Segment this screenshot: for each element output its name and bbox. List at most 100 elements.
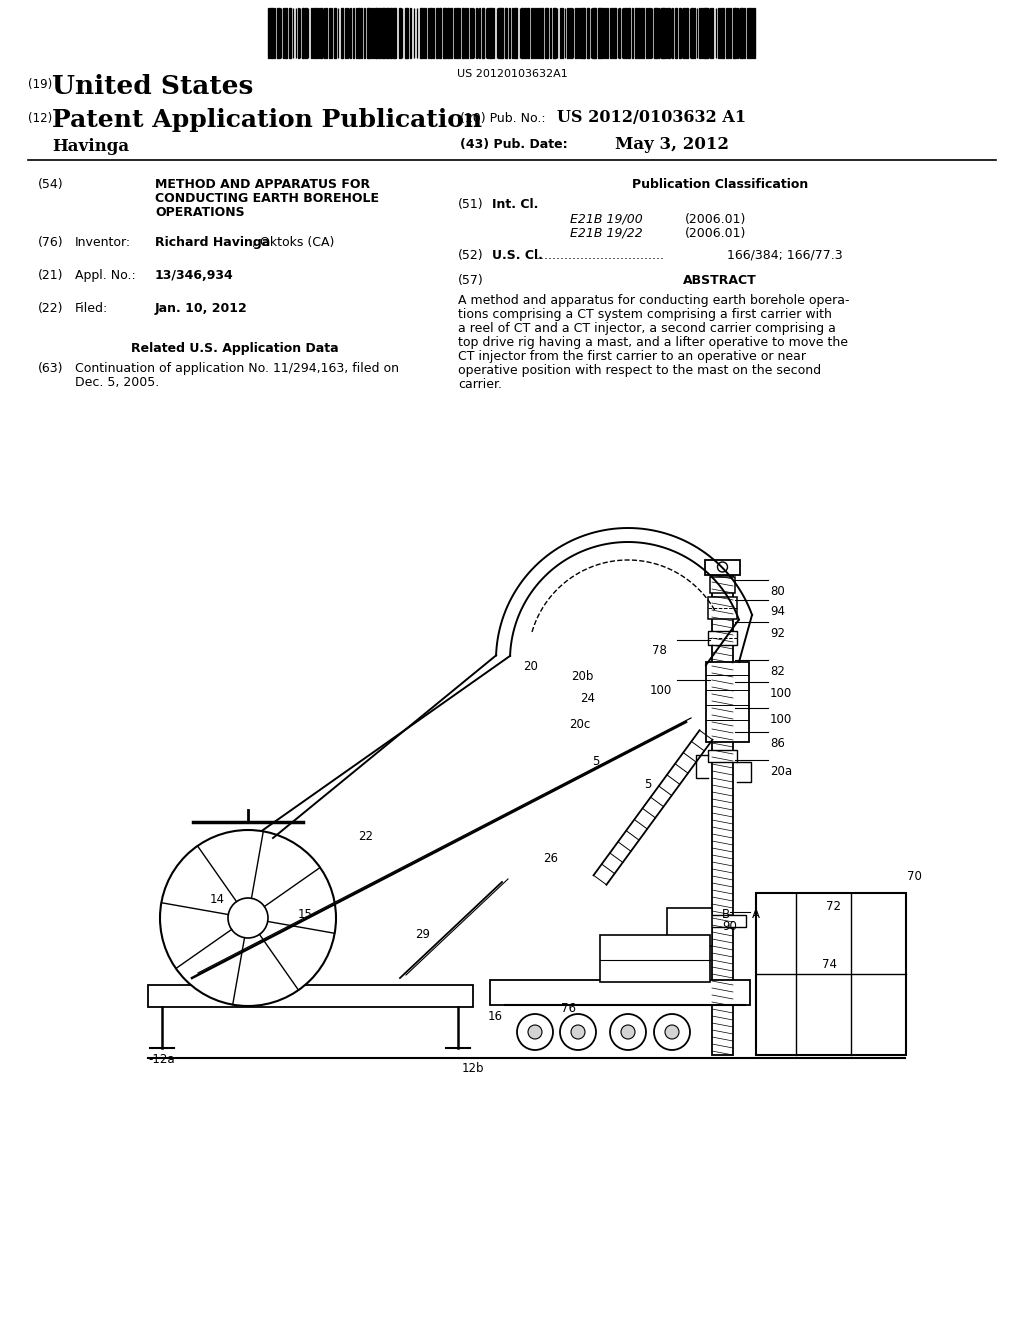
Bar — [706, 663, 749, 742]
Text: US 2012/0103632 A1: US 2012/0103632 A1 — [557, 110, 746, 125]
Text: (12): (12) — [28, 112, 52, 125]
Bar — [379, 8, 381, 58]
Bar — [393, 8, 394, 58]
Text: 78: 78 — [652, 644, 667, 657]
Bar — [315, 8, 317, 58]
Text: a reel of CT and a CT injector, a second carrier comprising a: a reel of CT and a CT injector, a second… — [458, 322, 836, 335]
Bar — [290, 8, 291, 58]
Text: 26: 26 — [543, 851, 558, 865]
Bar — [683, 8, 685, 58]
Bar — [708, 597, 737, 619]
Circle shape — [228, 898, 268, 939]
Bar — [675, 8, 677, 58]
Bar — [148, 985, 473, 1007]
Text: A: A — [752, 908, 760, 921]
Text: 100: 100 — [650, 684, 672, 697]
Bar — [371, 8, 373, 58]
Circle shape — [571, 1026, 585, 1039]
Text: (54): (54) — [38, 178, 63, 191]
Text: Publication Classification: Publication Classification — [632, 178, 808, 191]
Bar — [273, 8, 275, 58]
Bar — [278, 8, 280, 58]
Text: (43) Pub. Date:: (43) Pub. Date: — [460, 139, 567, 150]
Text: Filed:: Filed: — [75, 302, 109, 315]
Text: E21B 19/00: E21B 19/00 — [570, 213, 643, 226]
Bar — [667, 908, 712, 946]
Text: 92: 92 — [770, 627, 785, 640]
Bar — [638, 8, 640, 58]
Text: E21B 19/22: E21B 19/22 — [570, 227, 643, 240]
Bar — [521, 8, 523, 58]
Bar — [450, 8, 453, 58]
Text: CT injector from the first carrier to an operative or near: CT injector from the first carrier to an… — [458, 350, 806, 363]
Bar — [574, 8, 577, 58]
Text: METHOD AND APPARATUS FOR: METHOD AND APPARATUS FOR — [155, 178, 370, 191]
Text: Patent Application Publication: Patent Application Publication — [52, 108, 482, 132]
Bar — [599, 8, 602, 58]
Bar — [706, 8, 708, 58]
Bar — [502, 8, 503, 58]
Text: (57): (57) — [458, 275, 483, 286]
Bar — [679, 8, 681, 58]
Text: Continuation of application No. 11/294,163, filed on: Continuation of application No. 11/294,1… — [75, 362, 399, 375]
Bar — [662, 8, 663, 58]
Text: 74: 74 — [822, 958, 837, 972]
Bar — [489, 8, 492, 58]
Text: (51): (51) — [458, 198, 483, 211]
Text: US 20120103632A1: US 20120103632A1 — [457, 69, 567, 79]
Text: top drive rig having a mast, and a lifter operative to move the: top drive rig having a mast, and a lifte… — [458, 337, 848, 348]
Text: (2006.01): (2006.01) — [685, 213, 746, 226]
Circle shape — [654, 1014, 690, 1049]
Bar — [435, 8, 438, 58]
Circle shape — [160, 830, 336, 1006]
Bar — [481, 8, 484, 58]
Bar — [305, 8, 307, 58]
Text: ................................: ................................ — [532, 249, 668, 261]
Bar — [430, 8, 432, 58]
Bar — [710, 577, 735, 593]
Bar — [326, 8, 328, 58]
Text: U.S. Cl.: U.S. Cl. — [492, 249, 543, 261]
Bar — [270, 8, 272, 58]
Circle shape — [528, 1026, 542, 1039]
Bar — [547, 8, 548, 58]
Text: 166/384; 166/77.3: 166/384; 166/77.3 — [727, 249, 843, 261]
Bar — [454, 8, 456, 58]
Text: (21): (21) — [38, 269, 63, 282]
Bar — [377, 8, 378, 58]
Text: Havinga: Havinga — [52, 139, 129, 154]
Bar — [712, 8, 714, 58]
Bar — [530, 8, 532, 58]
Text: 100: 100 — [770, 713, 793, 726]
Text: 100: 100 — [770, 686, 793, 700]
Bar — [705, 560, 740, 576]
Text: 20: 20 — [523, 660, 538, 673]
Bar — [626, 8, 627, 58]
Bar — [444, 8, 446, 58]
Bar — [410, 8, 412, 58]
Text: B: B — [722, 908, 730, 921]
Bar — [680, 915, 746, 927]
Text: 90: 90 — [722, 920, 737, 933]
Bar — [428, 8, 429, 58]
Bar — [387, 8, 389, 58]
Bar — [537, 8, 539, 58]
Circle shape — [517, 1014, 553, 1049]
Bar — [398, 8, 400, 58]
Text: May 3, 2012: May 3, 2012 — [615, 136, 729, 153]
Text: 70: 70 — [907, 870, 922, 883]
Bar — [686, 8, 688, 58]
Bar — [669, 8, 670, 58]
Bar — [600, 935, 710, 982]
Text: A method and apparatus for conducting earth borehole opera-: A method and apparatus for conducting ea… — [458, 294, 850, 308]
Text: 20b: 20b — [571, 671, 593, 682]
Text: 20c: 20c — [569, 718, 590, 731]
Bar — [369, 8, 370, 58]
Circle shape — [718, 562, 727, 572]
Text: tions comprising a CT system comprising a first carrier with: tions comprising a CT system comprising … — [458, 308, 831, 321]
Text: (52): (52) — [458, 249, 483, 261]
Text: 5: 5 — [644, 777, 651, 791]
Text: (2006.01): (2006.01) — [685, 227, 746, 240]
Bar — [691, 8, 692, 58]
Bar — [302, 8, 304, 58]
